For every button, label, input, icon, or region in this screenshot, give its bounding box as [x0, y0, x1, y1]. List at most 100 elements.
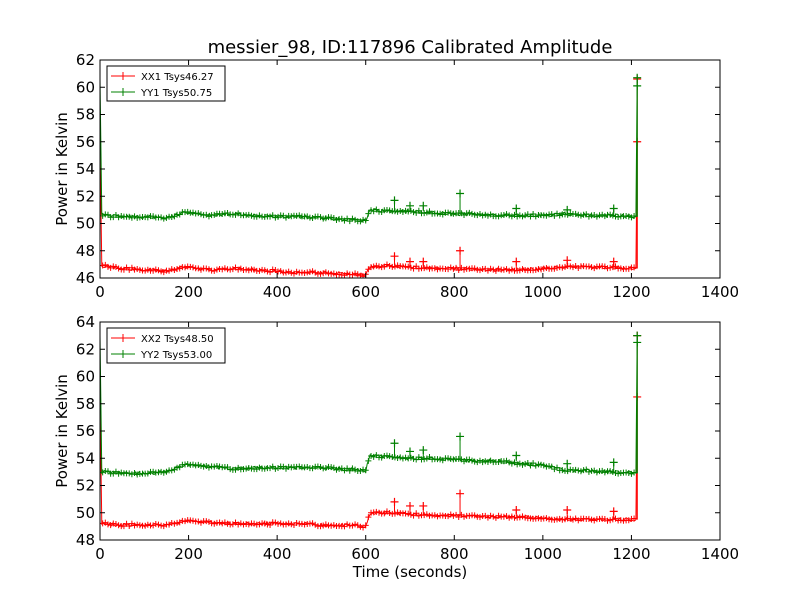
data-point [519, 213, 526, 220]
data-point [211, 211, 218, 218]
data-point [283, 269, 289, 276]
data-point [479, 212, 486, 219]
data-point [150, 267, 157, 274]
data-point [469, 210, 475, 217]
data-point [476, 267, 483, 274]
data-point [362, 467, 369, 474]
data-point [431, 265, 438, 272]
data-point [328, 522, 335, 529]
x-tick-label: 600 [351, 545, 380, 563]
spike-point [390, 196, 399, 205]
y-tick-label: 48 [76, 531, 95, 549]
data-point [607, 211, 614, 218]
data-point [516, 212, 523, 219]
data-point [277, 520, 284, 527]
data-point [152, 266, 159, 273]
data-point [208, 520, 215, 527]
x-tick-label: 400 [263, 545, 292, 563]
data-point [373, 262, 380, 269]
data-point [407, 511, 414, 518]
data-point [306, 268, 313, 275]
data-point [399, 208, 406, 215]
data-point [187, 263, 194, 270]
data-point [588, 516, 595, 523]
data-point [588, 264, 595, 271]
data-point [296, 463, 303, 470]
data-point [245, 465, 252, 472]
data-point [171, 520, 178, 527]
data-point [190, 461, 196, 468]
data-point [309, 268, 316, 275]
data-point [506, 267, 513, 274]
data-point [569, 264, 576, 271]
data-point [569, 516, 576, 523]
data-point [479, 459, 486, 466]
data-point [554, 516, 561, 523]
data-point [572, 466, 579, 473]
data-point [131, 266, 138, 273]
data-point [205, 266, 212, 273]
data-point [150, 468, 157, 475]
data-point [174, 519, 181, 526]
data-point [213, 463, 220, 470]
legend-marker [119, 88, 127, 96]
spike-point [563, 459, 572, 468]
data-point [402, 454, 409, 461]
data-point [320, 522, 327, 529]
x-tick-label: 400 [263, 283, 292, 301]
data-point [352, 521, 359, 528]
spike-point [390, 252, 399, 261]
data-point [532, 266, 539, 273]
x-tick-label: 1200 [612, 283, 650, 301]
spike-point [390, 497, 399, 506]
y-tick-label: 50 [76, 504, 95, 522]
data-point [158, 468, 165, 475]
data-point [522, 212, 529, 219]
data-point [107, 264, 114, 271]
data-point [277, 268, 284, 275]
data-point [434, 266, 441, 273]
data-point [328, 464, 335, 471]
data-point [431, 512, 438, 519]
data-point [487, 512, 494, 519]
data-point [275, 464, 282, 471]
data-point [559, 264, 566, 271]
data-point [407, 454, 414, 461]
data-point [190, 209, 196, 216]
subplot-1: 0 200 400 600 800 1000 1200 1400 46 48 50 52 54 56 58 6… [53, 51, 739, 301]
data-point [190, 517, 196, 524]
data-point [272, 519, 279, 526]
data-point [519, 513, 526, 520]
data-point [612, 213, 619, 220]
data-point [461, 513, 468, 520]
data-point [394, 454, 401, 461]
data-point [567, 263, 574, 270]
data-point [615, 470, 622, 477]
y-tick-label: 52 [76, 187, 95, 205]
data-point [176, 464, 183, 471]
data-point [267, 521, 274, 528]
data-point [370, 263, 377, 270]
data-point [554, 464, 561, 471]
data-point [593, 469, 600, 476]
data-point [376, 263, 382, 270]
data-point [423, 209, 430, 216]
data-point [543, 515, 550, 522]
x-tick-label: 0 [95, 283, 105, 301]
spike-point [456, 432, 465, 441]
spike-point [419, 201, 428, 210]
data-point [607, 517, 614, 524]
data-point [628, 214, 635, 221]
data-point [609, 469, 616, 476]
data-point [195, 210, 202, 217]
data-point [126, 213, 133, 220]
data-point [176, 519, 183, 526]
data-point [423, 511, 430, 518]
data-point [205, 213, 212, 220]
data-point [421, 265, 428, 272]
data-point [450, 512, 457, 519]
data-point [245, 521, 252, 528]
data-point [538, 461, 545, 468]
data-point [112, 264, 119, 271]
